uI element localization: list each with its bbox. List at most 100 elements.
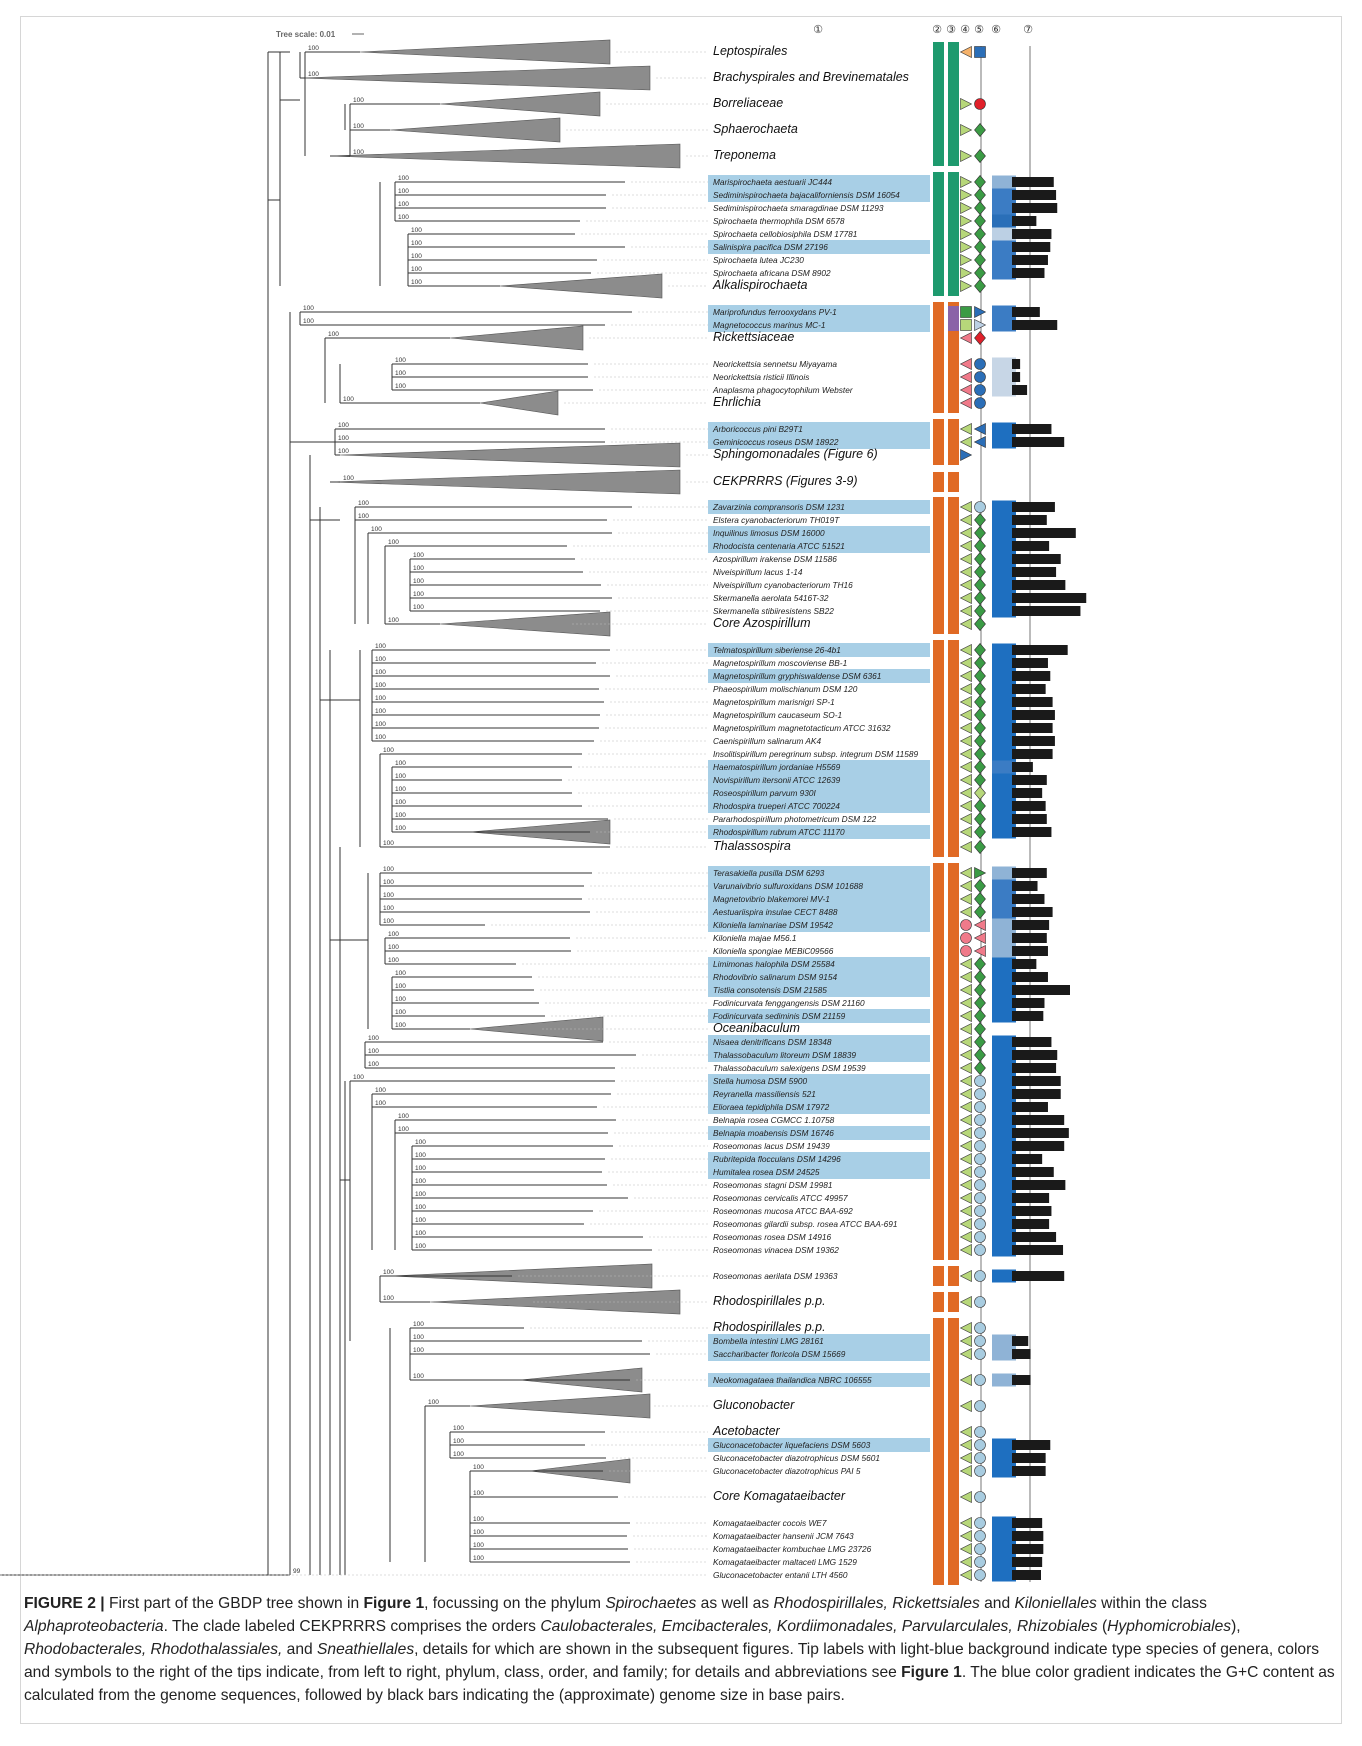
family-symbol [974, 840, 986, 854]
family-symbol [974, 384, 986, 396]
phylum-bar [933, 419, 944, 465]
tree-branches: 100 100 100 100 100 100 100 100 100 100 100 100 100 1… [0, 39, 681, 1576]
caption-run: Hyphomicrobiales [1107, 1618, 1232, 1635]
gc-content-cell [992, 1152, 1016, 1166]
tip-label: Spirochaeta africana DSM 8902 [713, 268, 831, 278]
family-symbol [974, 786, 986, 800]
collapsed-clade [359, 39, 611, 65]
genome-size-bar [1012, 1271, 1065, 1281]
class-bar [948, 328, 959, 413]
tip-label: Roseospirillum parvum 930I [713, 788, 817, 798]
family-symbol [974, 46, 986, 58]
family-symbol [974, 825, 986, 839]
bootstrap-label: 100 [395, 799, 406, 806]
order-symbol [959, 748, 972, 760]
family-symbol [974, 1205, 986, 1217]
tip-label: Inquilinus limosus DSM 16000 [713, 528, 825, 538]
family-symbol [974, 867, 987, 879]
bootstrap-label: 100 [375, 721, 386, 728]
type-species-highlight [708, 1100, 930, 1114]
collapsed-clade [339, 442, 681, 468]
genome-size-bar [1012, 894, 1045, 904]
gc-content-cell [992, 1048, 1016, 1062]
order-symbol [959, 880, 972, 892]
bootstrap-label: 100 [398, 1113, 409, 1120]
genome-size-bar [1012, 372, 1021, 382]
clade-label: Rhodospirillales p.p. [713, 1320, 826, 1334]
genome-size-bar [1012, 216, 1037, 226]
type-species-highlight [708, 918, 930, 932]
order-symbol [959, 1062, 972, 1074]
gc-content-cell [992, 201, 1016, 215]
gc-content-cell [992, 1555, 1016, 1569]
caption-run: Alphaproteobacteria [24, 1618, 164, 1635]
type-species-highlight [708, 422, 930, 436]
order-symbol [959, 735, 972, 747]
bootstrap-label: 100 [415, 1139, 426, 1146]
genome-size-bar [1012, 1245, 1064, 1255]
order-symbol [959, 1556, 972, 1568]
bootstrap-label: 100 [388, 931, 399, 938]
type-species-highlight [708, 1035, 930, 1049]
tip-label: Neokomagataea thailandica NBRC 106555 [713, 1375, 872, 1385]
gc-content-cell [992, 1269, 1016, 1283]
bootstrap-label: 100 [413, 1334, 424, 1341]
family-symbol [974, 149, 986, 163]
gc-content-cell [992, 188, 1016, 202]
tip-label: Zavarzinia compransoris DSM 1231 [712, 502, 845, 512]
tip-label: Magnetospirillum moscoviense BB-1 [713, 658, 847, 668]
family-symbol [974, 721, 986, 735]
family-symbol [974, 306, 987, 318]
family-symbol [974, 695, 986, 709]
caption-run: ( [1097, 1618, 1108, 1635]
order-symbol [960, 228, 973, 240]
gc-content-cell [992, 996, 1016, 1010]
type-species-highlight [708, 786, 930, 800]
order-symbol [959, 971, 972, 983]
gc-content-cell [992, 565, 1016, 579]
genome-size-bar [1012, 697, 1053, 707]
gc-content-cell [992, 1100, 1016, 1114]
gc-content-cell [992, 1191, 1016, 1205]
order-symbol [959, 984, 972, 996]
gc-content-cell [992, 1347, 1016, 1361]
order-symbol [960, 280, 973, 292]
family-symbol [974, 539, 986, 553]
bootstrap-label: 100 [453, 1438, 464, 1445]
gc-content-cell [992, 383, 1016, 397]
family-symbol [974, 1335, 986, 1347]
tip-label: Roseomonas mucosa ATCC BAA-692 [713, 1206, 853, 1216]
order-symbol [959, 841, 972, 853]
tip-label: Caenispirillum salinarum AK4 [713, 736, 821, 746]
family-symbol [974, 1022, 986, 1036]
type-species-highlight [708, 892, 930, 906]
type-species-highlight [708, 539, 930, 553]
gc-content-cell [992, 1217, 1016, 1231]
family-symbol [974, 1348, 986, 1360]
tip-label: Roseomonas aerilata DSM 19363 [713, 1271, 838, 1281]
gc-content-cell [992, 747, 1016, 761]
family-symbol [974, 358, 986, 370]
bootstrap-label: 100 [308, 45, 319, 52]
type-species-highlight [708, 1087, 930, 1101]
order-symbol [960, 202, 973, 214]
bootstrap-label: 100 [415, 1217, 426, 1224]
order-symbol [960, 150, 973, 162]
type-species-highlight [708, 669, 930, 683]
bootstrap-label: 100 [368, 1061, 379, 1068]
order-symbol [960, 98, 973, 110]
gc-content-cell [992, 1126, 1016, 1140]
order-symbol [959, 1101, 972, 1113]
genome-size-bar [1012, 567, 1057, 577]
order-symbol [959, 1127, 972, 1139]
caption-run: , focussing on the phylum [424, 1595, 606, 1612]
class-bar [948, 497, 959, 634]
bootstrap-label: 100 [473, 1516, 484, 1523]
order-symbol [959, 553, 972, 565]
family-symbol [973, 423, 986, 435]
bootstrap-label: 100 [395, 812, 406, 819]
gc-content-cell [992, 695, 1016, 709]
tip-label: Magnetospirillum marisnigri SP-1 [713, 697, 835, 707]
tip-label: Komagataeibacter kombuchae LMG 23726 [713, 1544, 872, 1554]
clade-label: Leptospirales [713, 44, 787, 58]
